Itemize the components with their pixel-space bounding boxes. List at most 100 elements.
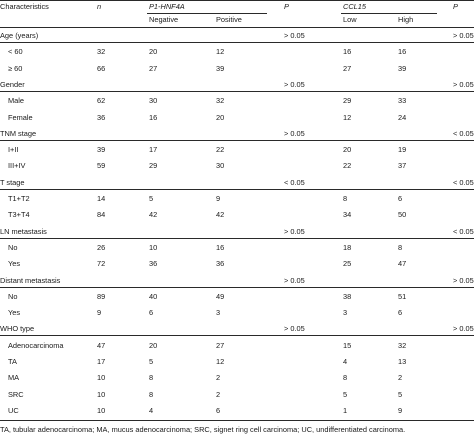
header-positive: Positive — [216, 15, 242, 24]
cell-high: 50 — [398, 210, 407, 219]
cell-low: 34 — [343, 210, 352, 219]
cell-negative: 20 — [149, 341, 158, 350]
cell-low: 15 — [343, 341, 352, 350]
cell-low: 20 — [343, 145, 352, 154]
cell-negative: 16 — [149, 113, 158, 122]
cell-n: 72 — [97, 259, 106, 268]
group-rule — [0, 189, 474, 190]
p-value-2: > 0.05 — [453, 324, 474, 333]
group-label: Gender — [0, 80, 25, 89]
cell-high: 16 — [398, 47, 407, 56]
row-label: TA — [8, 357, 17, 366]
group-rule — [0, 287, 474, 288]
cell-positive: 12 — [216, 357, 225, 366]
cell-n: 89 — [97, 292, 106, 301]
cell-low: 38 — [343, 292, 352, 301]
row-label: ≥ 60 — [8, 64, 23, 73]
cell-high: 33 — [398, 96, 407, 105]
cell-high: 39 — [398, 64, 407, 73]
cell-low: 8 — [343, 194, 348, 203]
cell-n: 10 — [97, 390, 106, 399]
row-label: Female — [8, 113, 33, 122]
p-value-1: < 0.05 — [284, 178, 305, 187]
cell-positive: 6 — [216, 406, 221, 415]
header-marker-ccl15: CCL15 — [343, 2, 367, 11]
cell-n: 84 — [97, 210, 106, 219]
header-low: Low — [343, 15, 357, 24]
cell-high: 6 — [398, 194, 403, 203]
cell-positive: 30 — [216, 161, 225, 170]
cell-negative: 30 — [149, 96, 158, 105]
group-label: Age (years) — [0, 31, 39, 40]
p-value-1: > 0.05 — [284, 324, 305, 333]
cell-low: 5 — [343, 390, 348, 399]
group-label: TNM stage — [0, 129, 37, 138]
cell-positive: 22 — [216, 145, 225, 154]
group-label: Distant metastasis — [0, 276, 61, 285]
p-value-2: < 0.05 — [453, 227, 474, 236]
cell-n: 32 — [97, 47, 106, 56]
row-label: Adenocarcinoma — [8, 341, 64, 350]
header-rule — [0, 27, 474, 28]
cell-n: 10 — [97, 406, 106, 415]
cell-negative: 10 — [149, 243, 158, 252]
row-label: MA — [8, 373, 20, 382]
p-value-1: > 0.05 — [284, 80, 305, 89]
header-n: n — [97, 2, 102, 11]
group-label: WHO type — [0, 324, 35, 333]
cell-negative: 27 — [149, 64, 158, 73]
header-high: High — [398, 15, 414, 24]
cell-positive: 2 — [216, 390, 221, 399]
cell-n: 17 — [97, 357, 106, 366]
cell-positive: 16 — [216, 243, 225, 252]
cell-negative: 8 — [149, 373, 154, 382]
p-value-1: > 0.05 — [284, 129, 305, 138]
cell-n: 10 — [97, 373, 106, 382]
cell-negative: 5 — [149, 194, 154, 203]
cell-high: 51 — [398, 292, 407, 301]
cell-high: 9 — [398, 406, 403, 415]
header-p-value-1: P — [284, 2, 289, 11]
cell-low: 18 — [343, 243, 352, 252]
row-label: I+II — [8, 145, 19, 154]
cell-high: 37 — [398, 161, 407, 170]
cell-n: 62 — [97, 96, 106, 105]
cell-negative: 5 — [149, 357, 154, 366]
p-value-2: > 0.05 — [453, 276, 474, 285]
row-label: No — [8, 292, 18, 301]
p-value-2: > 0.05 — [453, 31, 474, 40]
header-marker-p1-hnf4a: P1-HNF4A — [149, 2, 185, 11]
row-label: No — [8, 243, 18, 252]
header-p-value-2: P — [453, 2, 458, 11]
cell-positive: 39 — [216, 64, 225, 73]
header-characteristics: Characteristics — [0, 2, 49, 11]
cell-high: 19 — [398, 145, 407, 154]
marker2-underline — [341, 13, 437, 14]
cell-positive: 20 — [216, 113, 225, 122]
cell-n: 9 — [97, 308, 102, 317]
top-rule — [0, 0, 474, 1]
p-value-2: < 0.05 — [453, 178, 474, 187]
group-rule — [0, 335, 474, 336]
p-value-1: > 0.05 — [284, 227, 305, 236]
cell-high: 8 — [398, 243, 403, 252]
cell-positive: 27 — [216, 341, 225, 350]
cell-high: 24 — [398, 113, 407, 122]
row-label: UC — [8, 406, 19, 415]
cell-positive: 2 — [216, 373, 221, 382]
cell-positive: 12 — [216, 47, 225, 56]
cell-negative: 8 — [149, 390, 154, 399]
group-rule — [0, 91, 474, 92]
cell-high: 5 — [398, 390, 403, 399]
cell-n: 47 — [97, 341, 106, 350]
group-rule — [0, 42, 474, 43]
cell-low: 8 — [343, 373, 348, 382]
cell-n: 66 — [97, 64, 106, 73]
group-label: T stage — [0, 178, 25, 187]
cell-positive: 9 — [216, 194, 221, 203]
bottom-rule — [0, 420, 474, 421]
cell-high: 47 — [398, 259, 407, 268]
cell-low: 27 — [343, 64, 352, 73]
row-label: < 60 — [8, 47, 23, 56]
group-rule — [0, 238, 474, 239]
